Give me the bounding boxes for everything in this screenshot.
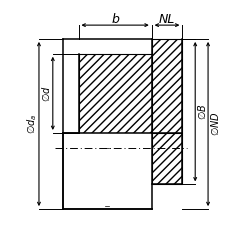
- Text: NL: NL: [159, 13, 175, 26]
- Text: $\varnothing B$: $\varnothing B$: [196, 103, 208, 120]
- Bar: [78, 54, 152, 133]
- Text: $\varnothing d_a$: $\varnothing d_a$: [25, 114, 39, 134]
- Bar: [63, 133, 152, 209]
- Text: $\varnothing d$: $\varnothing d$: [40, 85, 52, 102]
- Text: b: b: [111, 13, 119, 26]
- Bar: [152, 133, 182, 184]
- Text: $\varnothing ND$: $\varnothing ND$: [209, 112, 221, 136]
- Bar: [152, 39, 182, 133]
